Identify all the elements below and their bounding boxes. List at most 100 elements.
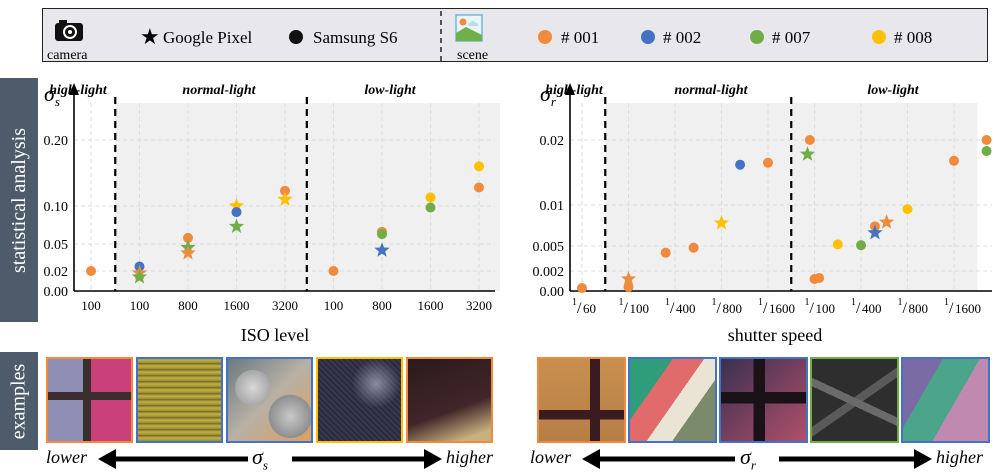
iso-region-label-2: low-light bbox=[364, 83, 416, 98]
iso-point-14 bbox=[377, 229, 387, 240]
svg-text:1: 1 bbox=[758, 297, 763, 308]
shutter-region-bg-1 bbox=[605, 103, 792, 291]
example-thumb-left-1 bbox=[136, 357, 223, 443]
shutter-point-9 bbox=[799, 146, 816, 161]
shutter-point-8 bbox=[804, 135, 815, 145]
iso-region-label-0: high-light bbox=[49, 83, 108, 98]
iso-point-6 bbox=[180, 245, 196, 260]
iso-x-tick-1: 100 bbox=[130, 298, 150, 313]
iso-region-label-1: normal-light bbox=[182, 83, 256, 98]
arrow-row-left: lower σs higher bbox=[46, 444, 498, 474]
svg-text:1: 1 bbox=[805, 297, 810, 308]
svg-text:1: 1 bbox=[944, 297, 949, 308]
shutter-point-12 bbox=[832, 239, 843, 250]
shutter-y-tick-0: 0.00 bbox=[540, 285, 565, 300]
iso-point-17 bbox=[425, 202, 436, 213]
iso-x-label: ISO level bbox=[241, 325, 309, 345]
iso-y-tick-3: 0.10 bbox=[44, 200, 69, 215]
shutter-region-label-2: low-light bbox=[867, 83, 919, 98]
shutter-point-15 bbox=[867, 224, 883, 240]
legend-scene-label-0: # 001 bbox=[561, 28, 599, 47]
svg-text:1: 1 bbox=[572, 297, 577, 308]
svg-text:100: 100 bbox=[816, 301, 836, 316]
iso-point-19 bbox=[474, 182, 484, 193]
svg-text:1: 1 bbox=[665, 297, 670, 308]
shutter-point-18 bbox=[949, 155, 959, 166]
svg-text:/: / bbox=[810, 300, 815, 317]
svg-text:1600: 1600 bbox=[418, 298, 444, 313]
iso-point-4 bbox=[183, 232, 193, 243]
svg-text:1600: 1600 bbox=[769, 301, 795, 316]
svg-text:/: / bbox=[624, 300, 629, 317]
svg-text:100: 100 bbox=[324, 298, 344, 313]
shutter-x-tick-2: 1/400 bbox=[665, 297, 696, 317]
shutter-point-11 bbox=[814, 273, 825, 283]
double-arrow-right bbox=[582, 446, 932, 472]
shutter-point-2 bbox=[623, 282, 634, 292]
iso-point-8 bbox=[231, 207, 242, 218]
example-thumb-left-3 bbox=[316, 357, 403, 443]
legend-scene-dot-1 bbox=[641, 30, 655, 44]
iso-region-bg-1 bbox=[115, 103, 307, 291]
shutter-y-arrow bbox=[565, 83, 575, 95]
legend-device-label-1: Samsung S6 bbox=[313, 28, 398, 47]
iso-y-tick-2: 0.05 bbox=[44, 238, 69, 253]
iso-point-12 bbox=[328, 266, 339, 276]
iso-point-7 bbox=[228, 198, 245, 213]
shutter-x-tick-0: 1/60 bbox=[572, 297, 596, 317]
shutter-y-tick-1: 0.002 bbox=[533, 265, 565, 280]
iso-point-15 bbox=[374, 242, 390, 257]
shutter-point-19 bbox=[981, 135, 992, 145]
iso-x-tick-7: 1600 bbox=[418, 298, 444, 313]
iso-x-tick-2: 800 bbox=[178, 298, 198, 313]
svg-text:/: / bbox=[949, 300, 954, 317]
example-thumb-left-4 bbox=[406, 357, 493, 443]
svg-text:400: 400 bbox=[676, 301, 696, 316]
shutter-point-0 bbox=[577, 283, 587, 293]
shutter-x-tick-7: 1/800 bbox=[898, 297, 929, 317]
higher-label-left: higher bbox=[446, 447, 493, 467]
svg-text:1600: 1600 bbox=[224, 298, 250, 313]
svg-text:1: 1 bbox=[712, 297, 717, 308]
iso-x-tick-5: 100 bbox=[324, 298, 344, 313]
shutter-point-5 bbox=[713, 215, 730, 230]
sigma-r-label: σr bbox=[740, 444, 756, 473]
iso-y-tick-4: 0.20 bbox=[44, 134, 69, 149]
shutter-point-20 bbox=[981, 146, 992, 157]
svg-text:800: 800 bbox=[723, 301, 743, 316]
shutter-x-tick-6: 1/400 bbox=[851, 297, 882, 317]
lower-label-right: lower bbox=[530, 447, 572, 467]
svg-text:/: / bbox=[670, 300, 675, 317]
svg-text:/: / bbox=[903, 300, 908, 317]
legend: camera ★ Google Pixel Samsung S6 scene #… bbox=[42, 8, 988, 63]
svg-text:/: / bbox=[717, 300, 722, 317]
row-label-statistical: statistical analysis bbox=[7, 127, 30, 273]
shutter-point-13 bbox=[856, 240, 866, 251]
svg-text:3200: 3200 bbox=[466, 298, 492, 313]
shutter-point-4 bbox=[688, 242, 699, 253]
scene-icon bbox=[455, 14, 483, 42]
row-label-examples: examples bbox=[7, 363, 30, 439]
legend-camera-label: camera bbox=[47, 48, 88, 63]
iso-y-arrow bbox=[69, 83, 79, 95]
iso-point-11 bbox=[277, 191, 293, 206]
shutter-point-3 bbox=[660, 247, 671, 258]
iso-region-bg-2 bbox=[306, 103, 500, 291]
legend-scene-label-2: # 007 bbox=[772, 28, 811, 47]
example-thumb-right-2 bbox=[719, 357, 808, 443]
legend-svg: camera ★ Google Pixel Samsung S6 scene #… bbox=[47, 11, 932, 63]
example-thumb-right-3 bbox=[810, 357, 899, 443]
example-thumb-left-2 bbox=[226, 357, 313, 443]
shutter-point-7 bbox=[763, 157, 773, 168]
shutter-x-tick-4: 1/1600 bbox=[758, 297, 795, 317]
svg-text:1: 1 bbox=[619, 297, 624, 308]
iso-point-16 bbox=[425, 192, 436, 203]
shutter-region-label-0: high-light bbox=[545, 83, 604, 98]
svg-text:1600: 1600 bbox=[955, 301, 981, 316]
svg-text:100: 100 bbox=[630, 301, 650, 316]
svg-text:100: 100 bbox=[130, 298, 150, 313]
iso-x-tick-4: 3200 bbox=[272, 298, 298, 313]
svg-text:3200: 3200 bbox=[272, 298, 298, 313]
